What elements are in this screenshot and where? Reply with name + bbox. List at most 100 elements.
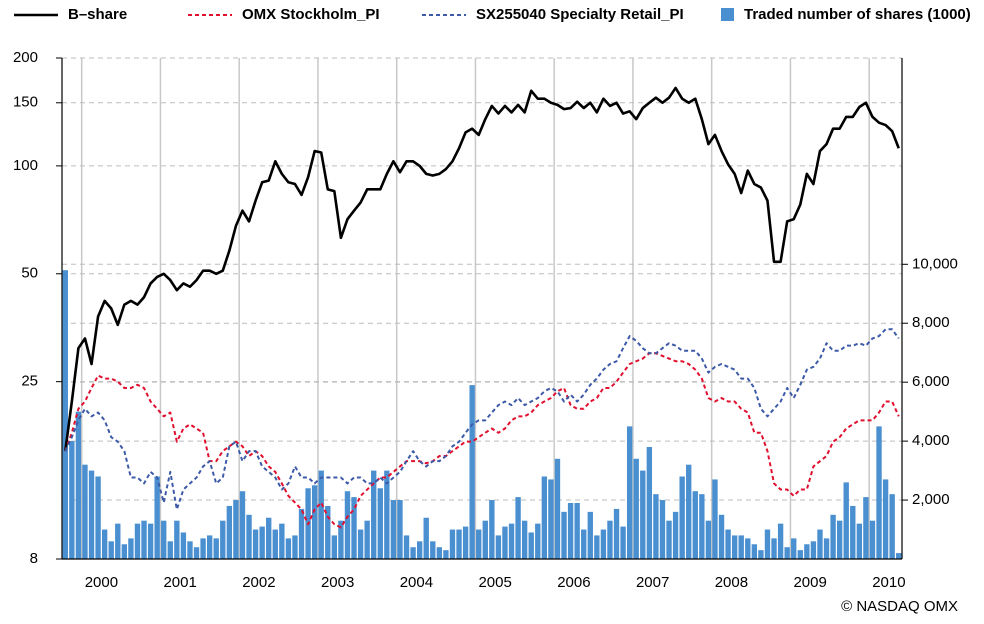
volume-bar xyxy=(686,464,692,559)
y2-tick-label: 8,000 xyxy=(912,314,950,331)
volume-bar xyxy=(239,491,246,559)
volume-bar xyxy=(738,535,744,559)
legend-marker xyxy=(422,14,466,16)
volume-bar xyxy=(371,470,377,559)
y2-tick-label: 2,000 xyxy=(912,491,950,508)
volume-bar xyxy=(351,497,357,559)
volume-bar xyxy=(587,511,593,559)
volume-bar xyxy=(784,547,790,559)
volume-bar xyxy=(777,523,784,559)
volume-bar xyxy=(521,520,528,559)
volume-bar xyxy=(62,270,68,559)
volume-bar xyxy=(285,538,292,559)
volume-bar xyxy=(758,550,764,559)
legend-marker xyxy=(721,8,734,21)
volume-bar xyxy=(666,520,672,559)
x-tick-label: 2001 xyxy=(163,574,196,591)
volume-bar xyxy=(535,523,541,559)
x-tick-label: 2007 xyxy=(636,574,669,591)
volume-bar xyxy=(581,529,587,559)
index-line xyxy=(64,352,900,529)
volume-bar xyxy=(423,517,429,559)
volume-bar xyxy=(515,497,521,559)
volume-bar xyxy=(646,447,653,559)
volume-bar xyxy=(344,491,351,559)
volume-bar xyxy=(88,470,95,559)
volume-bar xyxy=(187,541,193,559)
volume-bar xyxy=(896,553,902,559)
volume-bar xyxy=(193,547,200,559)
volume-bar xyxy=(712,479,718,559)
volume-bar xyxy=(882,479,889,559)
volume-bar xyxy=(456,529,462,559)
volume-bar xyxy=(476,529,482,559)
legend-label: Traded number of shares (1000) xyxy=(744,6,971,23)
volume-bar xyxy=(357,529,364,559)
volume-bar xyxy=(259,526,265,559)
volume-bar xyxy=(449,529,456,559)
volume-bar xyxy=(95,476,101,559)
volume-bar xyxy=(725,529,731,559)
volume-bar xyxy=(889,494,895,559)
volume-bar xyxy=(850,505,856,559)
volume-bar xyxy=(574,503,580,559)
volume-bar xyxy=(174,520,180,559)
volume-bar xyxy=(206,535,213,559)
y-tick-label: 150 xyxy=(13,94,38,111)
y2-tick-label: 6,000 xyxy=(912,373,950,390)
volume-bar xyxy=(764,529,771,559)
volume-bar xyxy=(745,538,751,559)
volume-bar xyxy=(220,520,226,559)
volume-bar xyxy=(416,541,423,559)
volume-bar xyxy=(469,385,475,559)
volume-bar xyxy=(548,479,554,559)
grid xyxy=(62,57,902,559)
volume-bar xyxy=(771,538,777,559)
x-tick-label: 2010 xyxy=(872,574,905,591)
volume-bar xyxy=(830,514,836,559)
x-tick-label: 2004 xyxy=(400,574,433,591)
volume-bar xyxy=(101,529,108,559)
volume-bar xyxy=(528,532,534,559)
legend-marker xyxy=(14,13,58,17)
volume-bar xyxy=(108,541,114,559)
volume-bar xyxy=(364,520,370,559)
volume-bar xyxy=(161,520,167,559)
volume-bar xyxy=(797,550,803,559)
y2-tick-label: 10,000 xyxy=(912,255,958,272)
volume-bar xyxy=(495,535,502,559)
volume-bar xyxy=(115,523,121,559)
volume-bar xyxy=(836,520,843,559)
volume-bar xyxy=(692,491,698,559)
volume-bar xyxy=(410,547,416,559)
legend-label: OMX Stockholm_PI xyxy=(242,6,380,23)
volume-bar xyxy=(154,476,160,559)
volume-bar xyxy=(292,535,298,559)
volume-bar xyxy=(810,541,817,559)
y-tick-label: 100 xyxy=(13,157,38,174)
volume-bar xyxy=(279,523,285,559)
volume-bar xyxy=(561,511,567,559)
volume-bar xyxy=(167,541,173,559)
x-tick-label: 2000 xyxy=(85,574,118,591)
volume-bar xyxy=(567,503,574,559)
volume-bar xyxy=(246,514,252,559)
volume-bar xyxy=(377,488,383,559)
volume-bar xyxy=(75,411,82,559)
volume-bar xyxy=(600,529,607,559)
volume-bar xyxy=(69,441,75,559)
volume-bar xyxy=(640,470,646,559)
volume-bar xyxy=(804,544,810,559)
volume-bar xyxy=(311,485,318,559)
volume-bar xyxy=(823,538,830,559)
x-tick-label: 2002 xyxy=(242,574,275,591)
volume-bar xyxy=(462,526,469,559)
legend: B–share OMX Stockholm_PI SX255040 Specialt… xyxy=(0,6,984,50)
volume-bar xyxy=(121,544,128,559)
index-line xyxy=(64,328,900,511)
source: © NASDAQ OMX xyxy=(841,598,958,615)
volume-bar xyxy=(390,500,397,559)
x-tick-label: 2008 xyxy=(715,574,748,591)
volume-bar xyxy=(751,544,758,559)
